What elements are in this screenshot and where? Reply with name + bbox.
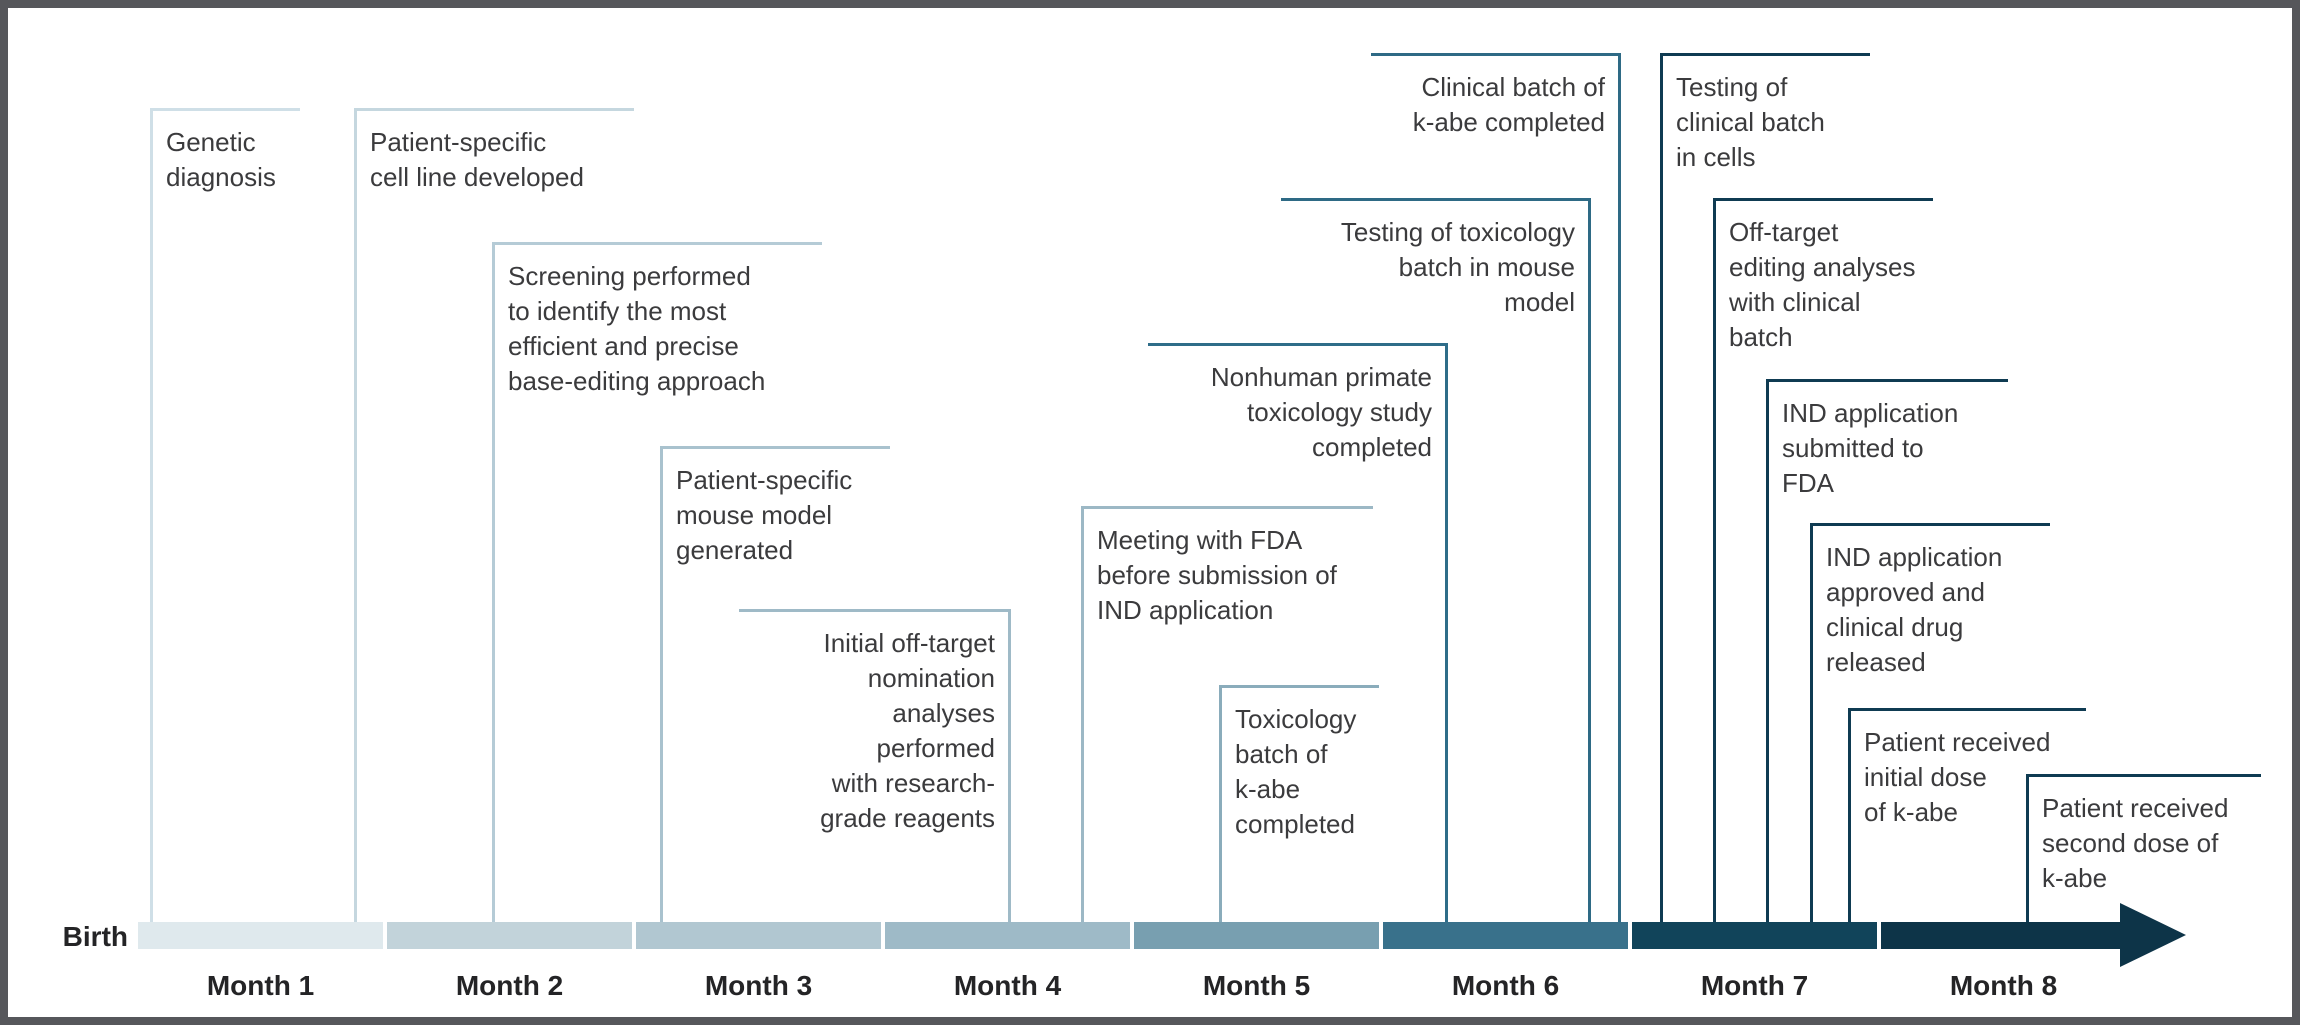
month-label-2: Month 2: [455, 970, 564, 1001]
milestone-8: Nonhuman primate toxicology study comple…: [1148, 343, 1448, 922]
month-label-1: Month 1: [206, 970, 315, 1001]
month-label-6: Month 6: [1451, 970, 1560, 1001]
timeline-segment-4: [885, 922, 1130, 949]
milestone-text: Patient received initial dose of k-abe: [1864, 727, 2051, 827]
milestone-14: IND application approved and clinical dr…: [1810, 523, 2050, 922]
month-label-3: Month 3: [704, 970, 813, 1001]
milestone-text: Patient-specific cell line developed: [370, 127, 584, 192]
milestone-text: Meeting with FDA before submission of IN…: [1097, 525, 1337, 625]
month-label-8: Month 8: [1949, 970, 2058, 1001]
milestone-text: Patient-specific mouse model generated: [676, 465, 853, 565]
milestone-text: Genetic diagnosis: [166, 127, 276, 192]
timeline-segment-5: [1134, 922, 1379, 949]
timeline-segment-3: [636, 922, 881, 949]
month-label-7: Month 7: [1700, 970, 1809, 1001]
timeline-segment-2: [387, 922, 632, 949]
milestone-11: Testing of clinical batch in cells: [1660, 53, 1870, 922]
timeline-segment-8: [1881, 922, 2126, 949]
milestone-text: Testing of clinical batch in cells: [1676, 72, 1825, 172]
milestone-16: Patient received second dose of k-abe: [2026, 774, 2261, 922]
timeline-arrowhead-icon: [2120, 903, 2186, 967]
milestone-10: Clinical batch of k-abe completed: [1371, 53, 1621, 922]
milestone-text: Toxicology batch of k-abe completed: [1235, 704, 1357, 839]
milestone-text: Off-target editing analyses with clinica…: [1729, 217, 1916, 352]
milestone-1: Genetic diagnosis: [150, 108, 300, 922]
milestone-3: Screening performed to identify the most…: [492, 242, 822, 922]
month-label-4: Month 4: [953, 970, 1062, 1001]
timeline-segment-6: [1383, 922, 1628, 949]
milestone-text: Clinical batch of k-abe completed: [1412, 72, 1605, 137]
timeline-segment-7: [1632, 922, 1877, 949]
milestone-4: Patient-specific mouse model generated: [660, 446, 890, 922]
milestone-15: Patient received initial dose of k-abe: [1848, 708, 2086, 922]
milestone-text: Initial off-target nomination analyses p…: [820, 628, 995, 833]
month-label-5: Month 5: [1202, 970, 1311, 1001]
milestone-13: IND application submitted to FDA: [1766, 379, 2008, 922]
milestone-text: Patient received second dose of k-abe: [2042, 793, 2229, 893]
milestone-2: Patient-specific cell line developed: [354, 108, 634, 922]
milestone-5: Initial off-target nomination analyses p…: [739, 609, 1011, 922]
milestone-text: IND application approved and clinical dr…: [1826, 542, 2003, 677]
timeline-segment-1: [138, 922, 383, 949]
milestone-12: Off-target editing analyses with clinica…: [1713, 198, 1933, 922]
milestone-9: Testing of toxicology batch in mouse mod…: [1281, 198, 1591, 922]
birth-label: Birth: [62, 921, 128, 952]
milestone-text: Screening performed to identify the most…: [508, 261, 766, 396]
milestone-text: Testing of toxicology batch in mouse mod…: [1340, 217, 1575, 317]
milestone-7: Toxicology batch of k-abe completed: [1219, 685, 1379, 922]
milestone-text: Nonhuman primate toxicology study comple…: [1210, 362, 1432, 462]
milestone-6: Meeting with FDA before submission of IN…: [1081, 506, 1373, 922]
milestone-text: IND application submitted to FDA: [1782, 398, 1959, 498]
